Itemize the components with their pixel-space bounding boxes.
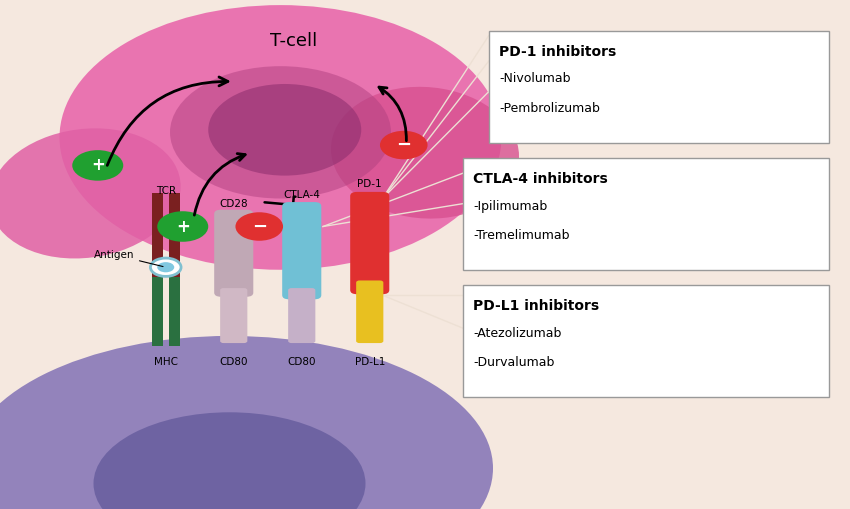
Ellipse shape xyxy=(331,87,519,218)
Text: CTLA-4 inhibitors: CTLA-4 inhibitors xyxy=(473,172,609,186)
Text: −: − xyxy=(252,217,267,236)
Bar xyxy=(168,193,180,346)
Text: -Durvalumab: -Durvalumab xyxy=(473,356,555,370)
Bar xyxy=(489,31,829,143)
Circle shape xyxy=(157,211,208,242)
FancyBboxPatch shape xyxy=(288,288,315,343)
FancyBboxPatch shape xyxy=(356,280,383,343)
Bar xyxy=(463,285,829,397)
Text: CD80: CD80 xyxy=(287,357,316,367)
Ellipse shape xyxy=(0,336,493,509)
Circle shape xyxy=(380,131,428,159)
Text: Antigen: Antigen xyxy=(94,249,163,267)
Text: -Pembrolizumab: -Pembrolizumab xyxy=(499,102,600,115)
Text: −: − xyxy=(396,136,411,154)
Text: T-cell: T-cell xyxy=(269,32,317,50)
Bar xyxy=(463,158,829,270)
Text: +: + xyxy=(176,217,190,236)
Text: PD-L1 inhibitors: PD-L1 inhibitors xyxy=(473,299,599,314)
Bar xyxy=(151,193,163,346)
FancyBboxPatch shape xyxy=(350,192,389,294)
Circle shape xyxy=(235,212,283,241)
Circle shape xyxy=(157,262,174,272)
Text: CD80: CD80 xyxy=(219,357,248,367)
Text: +: + xyxy=(91,156,105,175)
FancyArrowPatch shape xyxy=(379,87,406,141)
Text: -Atezolizumab: -Atezolizumab xyxy=(473,327,562,340)
Ellipse shape xyxy=(0,128,181,259)
Circle shape xyxy=(72,150,123,181)
Text: MHC: MHC xyxy=(154,357,178,367)
FancyArrowPatch shape xyxy=(195,154,245,215)
Text: PD-1: PD-1 xyxy=(358,179,382,189)
Text: -Tremelimumab: -Tremelimumab xyxy=(473,229,570,242)
Ellipse shape xyxy=(208,84,361,176)
Ellipse shape xyxy=(60,5,502,270)
Text: CTLA-4: CTLA-4 xyxy=(283,189,320,200)
Text: -Ipilimumab: -Ipilimumab xyxy=(473,200,547,213)
Text: TCR: TCR xyxy=(156,186,176,196)
Text: CD28: CD28 xyxy=(219,199,248,209)
Bar xyxy=(168,277,180,346)
Text: PD-L1: PD-L1 xyxy=(354,357,385,367)
Ellipse shape xyxy=(94,412,366,509)
Text: -Nivolumab: -Nivolumab xyxy=(499,72,570,86)
Bar xyxy=(151,277,163,346)
Ellipse shape xyxy=(170,66,391,199)
FancyArrowPatch shape xyxy=(107,77,228,165)
Text: PD-1 inhibitors: PD-1 inhibitors xyxy=(499,45,616,59)
FancyBboxPatch shape xyxy=(214,210,253,297)
FancyBboxPatch shape xyxy=(220,288,247,343)
Circle shape xyxy=(150,258,181,276)
FancyBboxPatch shape xyxy=(282,202,321,299)
